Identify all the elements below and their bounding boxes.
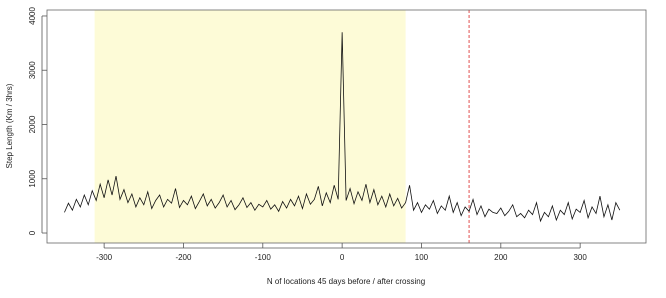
y-tick-label: 1000 — [28, 169, 37, 187]
y-tick-label: 4000 — [28, 7, 37, 25]
y-tick-label: 0 — [28, 230, 37, 235]
y-axis-title: Step Length (Km / 3hrs) — [5, 83, 14, 168]
x-tick-label: -200 — [175, 253, 192, 262]
x-tick-label: 0 — [340, 253, 345, 262]
highlight-span — [94, 10, 406, 243]
y-tick-label: 2000 — [28, 115, 37, 133]
x-tick-label: 100 — [415, 253, 429, 262]
x-tick-label: 200 — [494, 253, 508, 262]
data-line — [64, 32, 621, 223]
x-tick-label: -100 — [255, 253, 272, 262]
x-tick-label: -300 — [96, 253, 113, 262]
y-tick-label: 3000 — [28, 61, 37, 79]
x-axis-title: N of locations 45 days before / after cr… — [267, 277, 425, 286]
plot-frame — [46, 9, 647, 244]
x-tick-label: 300 — [573, 253, 587, 262]
